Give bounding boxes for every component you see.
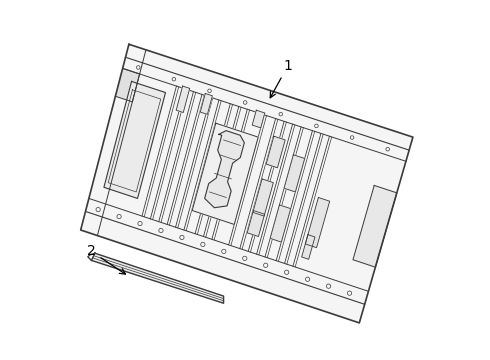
Polygon shape xyxy=(284,155,305,192)
Polygon shape xyxy=(176,86,190,113)
Polygon shape xyxy=(270,205,291,242)
Text: 1: 1 xyxy=(270,59,293,98)
Polygon shape xyxy=(305,198,330,248)
Polygon shape xyxy=(247,211,265,237)
Polygon shape xyxy=(205,131,245,208)
Polygon shape xyxy=(252,110,265,128)
Polygon shape xyxy=(192,123,258,224)
Polygon shape xyxy=(253,179,273,216)
Text: 2: 2 xyxy=(87,244,125,274)
Polygon shape xyxy=(266,136,285,168)
Polygon shape xyxy=(92,253,223,303)
Polygon shape xyxy=(353,185,397,267)
Polygon shape xyxy=(302,235,315,259)
Polygon shape xyxy=(200,94,212,114)
Polygon shape xyxy=(116,68,140,102)
Polygon shape xyxy=(81,44,413,323)
Polygon shape xyxy=(104,81,166,198)
